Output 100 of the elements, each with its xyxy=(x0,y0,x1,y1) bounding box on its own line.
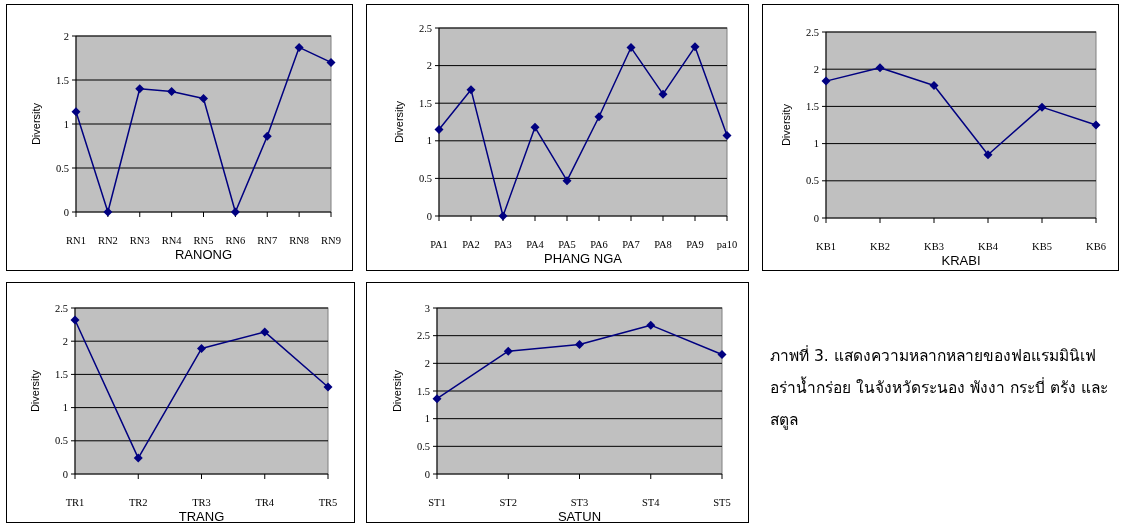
x-tick-label: RN9 xyxy=(321,235,341,246)
point xyxy=(262,131,272,141)
y-tick-label: 1 xyxy=(426,135,432,147)
y-tick-label: 2.5 xyxy=(54,302,68,314)
x-tick-label: ST2 xyxy=(499,497,518,508)
y-tick-label: 1.5 xyxy=(54,368,68,380)
x-tick-label: PA4 xyxy=(526,239,545,250)
point xyxy=(260,327,270,337)
point xyxy=(503,346,513,356)
x-tick-label: ST5 xyxy=(713,497,731,508)
x-tick-label: RN5 xyxy=(193,235,214,246)
y-tick-label: 0 xyxy=(62,468,68,480)
x-tick-label: ST1 xyxy=(428,497,446,508)
y-tick-label: 3 xyxy=(424,302,430,314)
y-tick-label: 0.5 xyxy=(54,435,68,447)
text: ภาพที่ 3. แสดงความหลากหลายของฟอแรมมินิเฟอร่าน้ำกร่อย ในจังหวัดระนอง พังงา กระบี่ ตรัง และสตูล xyxy=(770,344,1109,432)
x-tick-label: PA5 xyxy=(558,239,576,250)
point xyxy=(1037,102,1047,112)
y-tick-label: 2.5 xyxy=(805,26,819,38)
point xyxy=(167,86,177,96)
x-tick-label: KB6 xyxy=(1086,241,1106,252)
x-axis-title: RANONG xyxy=(174,247,233,262)
y-tick-label: 2 xyxy=(426,60,432,72)
point xyxy=(103,207,113,217)
point xyxy=(199,93,208,103)
x-tick-label: KB3 xyxy=(924,241,944,252)
x-tick-label: RN8 xyxy=(289,235,310,246)
y-tick-label: 2 xyxy=(63,30,69,42)
y-tick-label: 0 xyxy=(813,212,819,224)
x-tick-label: KB2 xyxy=(870,241,890,252)
y-axis-title: Diversity xyxy=(780,103,792,147)
point xyxy=(71,107,81,117)
point xyxy=(690,42,700,52)
point xyxy=(530,122,540,132)
y-tick-label: 2.5 xyxy=(416,330,430,342)
y-tick-label: 1 xyxy=(62,402,68,414)
point xyxy=(230,207,240,217)
point xyxy=(646,320,656,330)
y-tick-label: 0 xyxy=(424,468,430,480)
point xyxy=(722,131,732,141)
point xyxy=(135,84,145,94)
point xyxy=(717,349,727,359)
y-tick-label: 1 xyxy=(424,413,430,425)
point xyxy=(70,315,80,325)
x-tick-label: RN4 xyxy=(161,235,183,246)
point xyxy=(821,76,831,86)
x-tick-label: KB1 xyxy=(816,241,836,252)
x-tick-label: RN6 xyxy=(225,235,246,246)
point xyxy=(434,125,444,135)
y-tick-label: 0.5 xyxy=(416,440,430,452)
x-tick-label: PA2 xyxy=(462,239,480,250)
point xyxy=(929,81,939,91)
x-axis-title: SATUN xyxy=(557,509,602,524)
y-tick-label: 1 xyxy=(63,118,69,130)
x-tick-label: RN2 xyxy=(97,235,118,246)
x-tick-label: TR5 xyxy=(318,497,338,508)
y-tick-label: 1.5 xyxy=(805,100,819,112)
x-axis-title: KRABI xyxy=(941,253,981,268)
point xyxy=(626,43,636,53)
x-tick-label: RN3 xyxy=(129,235,150,246)
y-tick-label: 1.5 xyxy=(418,97,432,109)
y-axis-title: Diversity xyxy=(393,100,405,144)
point xyxy=(1091,120,1101,130)
x-tick-label: TR4 xyxy=(255,497,275,508)
x-tick-label: PA1 xyxy=(430,239,448,250)
point xyxy=(323,382,333,392)
point xyxy=(498,211,508,221)
x-tick-label: PA7 xyxy=(622,239,640,250)
point xyxy=(875,63,885,73)
point xyxy=(197,344,206,353)
x-axis-title: PHANG NGA xyxy=(543,251,623,266)
point xyxy=(575,340,584,350)
point xyxy=(326,57,336,67)
y-tick-label: 0.5 xyxy=(805,175,819,187)
x-tick-label: PA3 xyxy=(494,239,512,250)
x-tick-label: PA8 xyxy=(654,239,672,250)
point xyxy=(658,89,668,99)
x-tick-label: PA6 xyxy=(590,239,608,250)
point xyxy=(594,112,604,122)
point xyxy=(562,176,572,186)
point xyxy=(466,85,476,95)
x-tick-label: KB5 xyxy=(1032,241,1052,252)
x-tick-label: TR3 xyxy=(192,497,211,508)
y-tick-label: 1 xyxy=(813,138,819,150)
x-axis-title: TRANG xyxy=(178,509,225,524)
point xyxy=(133,453,143,463)
x-tick-label: ST4 xyxy=(641,497,661,508)
y-tick-label: 2 xyxy=(424,357,430,369)
x-tick-label: ST3 xyxy=(570,497,589,508)
y-tick-label: 1.5 xyxy=(416,385,430,397)
y-tick-label: 0 xyxy=(63,206,69,218)
y-tick-label: 1.5 xyxy=(55,74,69,86)
y-tick-label: 0.5 xyxy=(55,162,69,174)
x-tick-label: TR2 xyxy=(128,497,148,508)
y-tick-label: 0.5 xyxy=(418,172,432,184)
x-tick-label: pa10 xyxy=(716,239,738,250)
point xyxy=(432,394,442,404)
point xyxy=(983,150,993,160)
point xyxy=(294,42,304,52)
y-tick-label: 2 xyxy=(813,63,819,75)
